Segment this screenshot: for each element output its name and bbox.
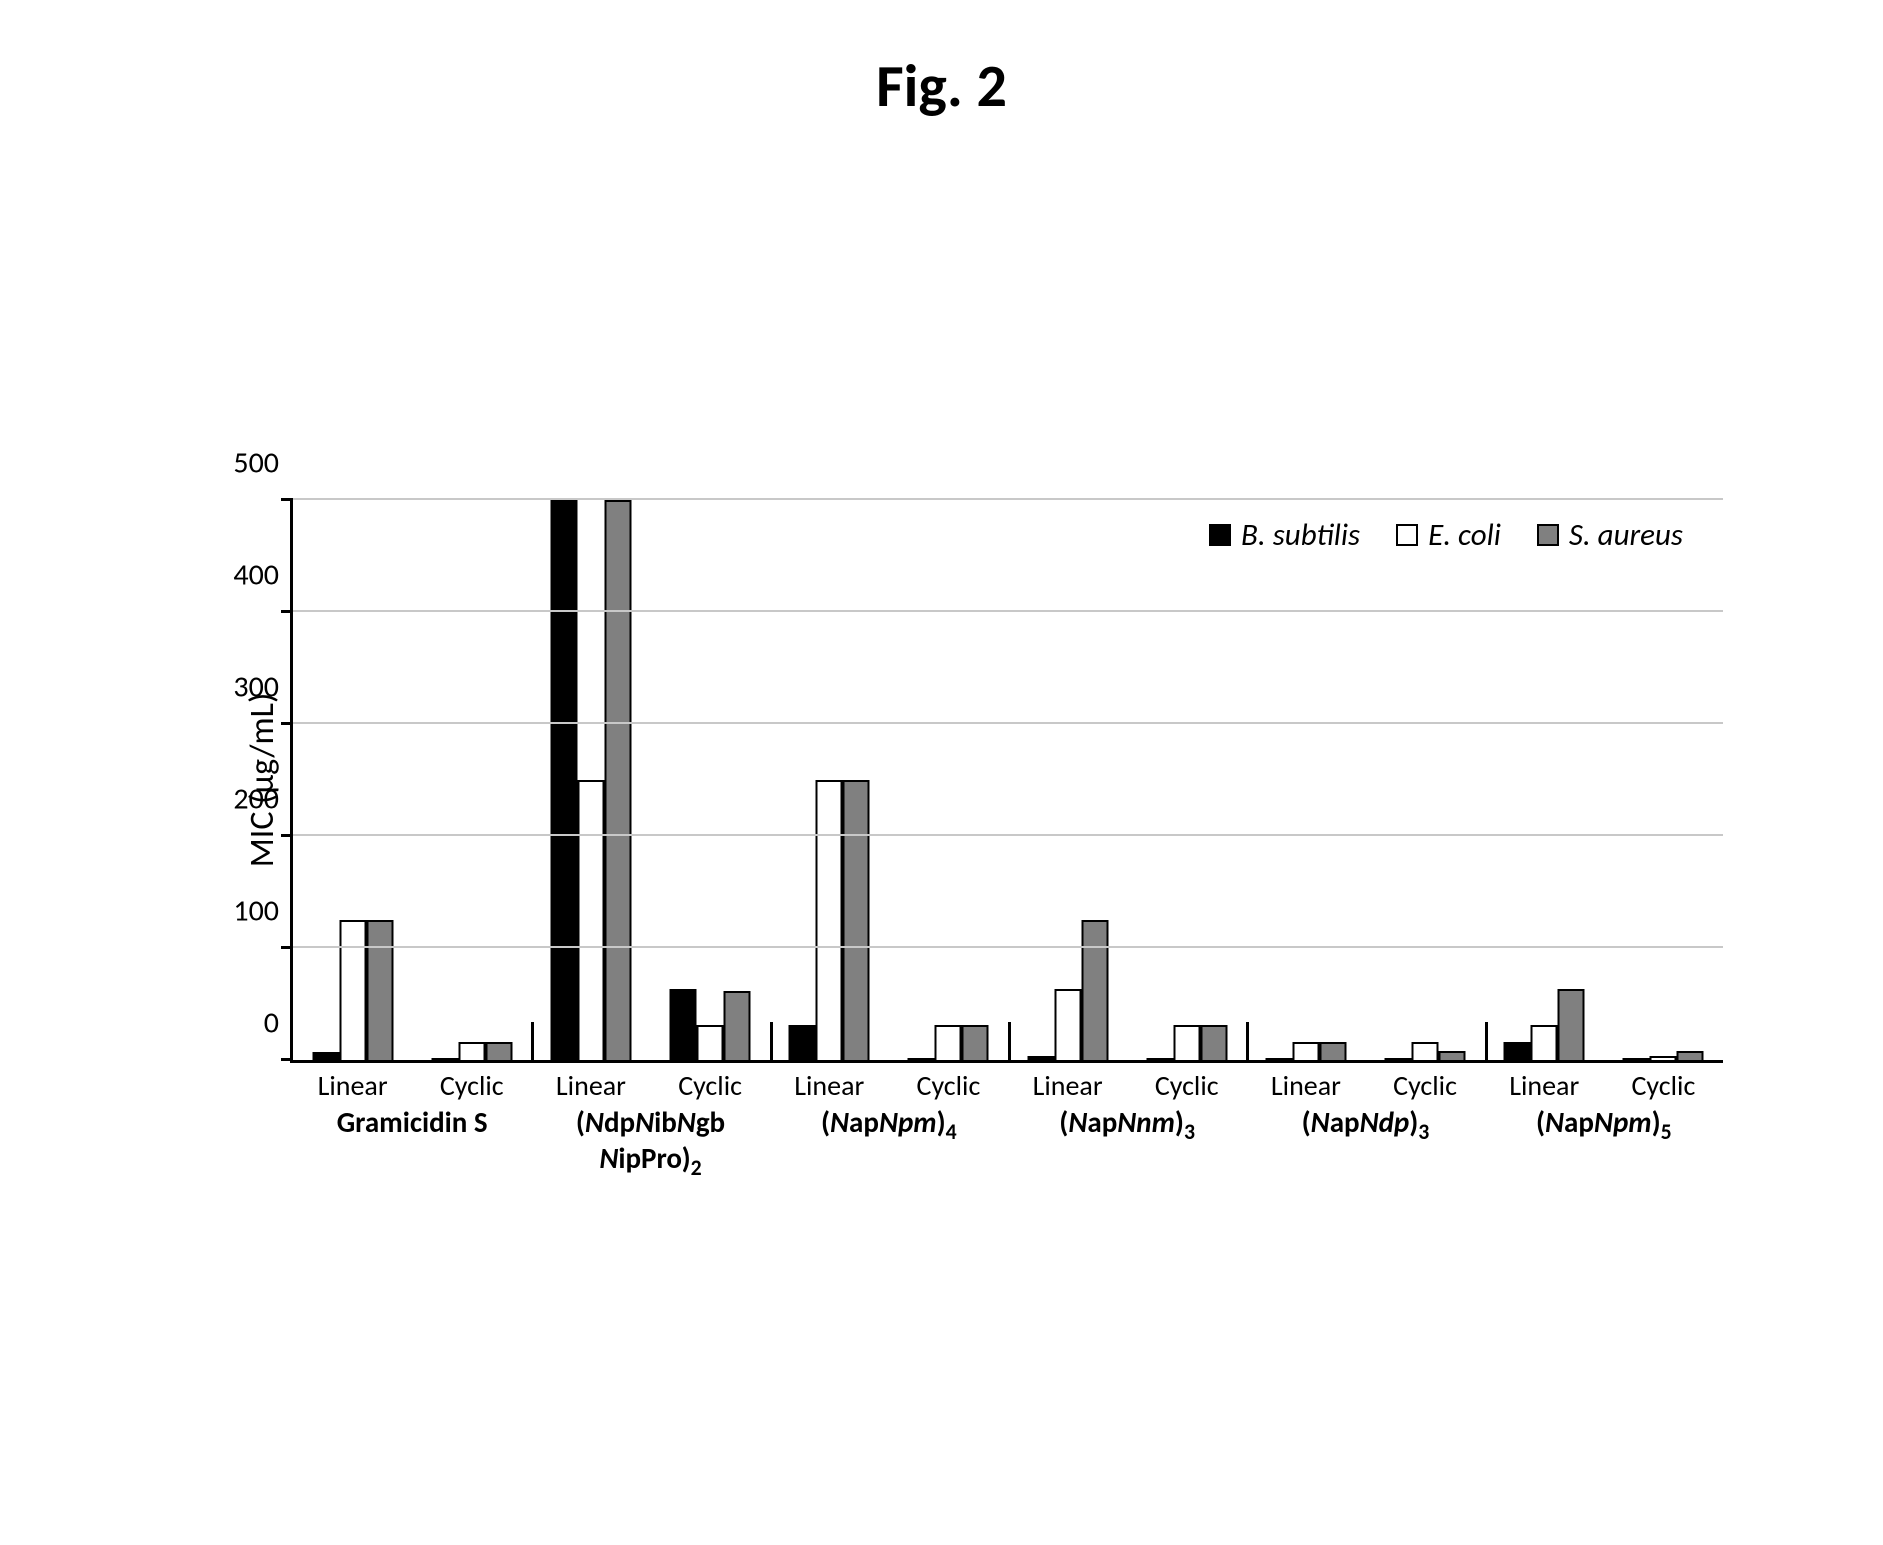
- group: LinearCyclic(NapNpm)5: [1485, 500, 1723, 1060]
- y-tick-label: 100: [233, 893, 293, 930]
- chart: MIC (µg/mL) B. subtilisE. coliS. aureus …: [140, 500, 1740, 1200]
- bar-cluster: [908, 500, 989, 1060]
- gridline: [293, 946, 1723, 948]
- group-label: (NapNpm)5: [1485, 1060, 1723, 1145]
- gridline: [293, 498, 1723, 500]
- group: LinearCyclic(NapNpm)4: [770, 500, 1008, 1060]
- gridline: [293, 610, 1723, 612]
- bar: [962, 1025, 989, 1060]
- y-tick-label: 200: [233, 781, 293, 818]
- y-tick-mark: [281, 946, 293, 949]
- bar-cluster: [312, 500, 393, 1060]
- bar: [1531, 1025, 1558, 1060]
- bar: [1200, 1025, 1227, 1060]
- y-tick-mark: [281, 610, 293, 613]
- bar: [1504, 1042, 1531, 1060]
- bar: [843, 780, 870, 1060]
- bar-cluster: [1504, 500, 1585, 1060]
- subgroup: Linear: [1246, 500, 1365, 1060]
- bar: [1677, 1051, 1704, 1060]
- bar: [1292, 1042, 1319, 1060]
- bar: [1412, 1042, 1439, 1060]
- bar: [1439, 1051, 1466, 1060]
- bar-cluster: [1623, 500, 1704, 1060]
- group-label: (NapNnm)3: [1008, 1060, 1246, 1145]
- y-tick-label: 500: [233, 445, 293, 482]
- y-tick-label: 0: [264, 1005, 293, 1042]
- bar: [550, 500, 577, 1060]
- bar: [604, 500, 631, 1060]
- group: LinearCyclic(NdpNibNgbNipPro)2: [531, 500, 769, 1060]
- bar: [670, 989, 697, 1060]
- bar: [339, 920, 366, 1060]
- bar: [935, 1025, 962, 1060]
- group-label: (NdpNibNgbNipPro)2: [531, 1060, 769, 1181]
- bar: [1054, 989, 1081, 1060]
- subgroup: Linear: [1485, 500, 1604, 1060]
- gridline: [293, 722, 1723, 724]
- group-label: (NapNpm)4: [770, 1060, 1008, 1145]
- subgroup: Linear: [531, 500, 650, 1060]
- subgroup: Cyclic: [651, 500, 770, 1060]
- subgroup: Cyclic: [1604, 500, 1723, 1060]
- group: LinearCyclicGramicidin S: [293, 500, 531, 1060]
- subgroups: LinearCyclic: [1246, 500, 1484, 1060]
- bar: [1319, 1042, 1346, 1060]
- group-label: Gramicidin S: [293, 1060, 531, 1140]
- subgroups: LinearCyclic: [293, 500, 531, 1060]
- subgroup: Cyclic: [1127, 500, 1246, 1060]
- subgroup: Cyclic: [1365, 500, 1484, 1060]
- bar-cluster: [1146, 500, 1227, 1060]
- bar: [697, 1025, 724, 1060]
- plot-area: B. subtilisE. coliS. aureus LinearCyclic…: [290, 500, 1723, 1063]
- bar: [312, 1052, 339, 1060]
- bar: [366, 920, 393, 1060]
- gridline: [293, 834, 1723, 836]
- subgroup: Cyclic: [889, 500, 1008, 1060]
- bar: [577, 780, 604, 1060]
- figure-title: Fig. 2: [0, 50, 1883, 123]
- bar-cluster: [550, 500, 631, 1060]
- bar: [1081, 920, 1108, 1060]
- bar-cluster: [670, 500, 751, 1060]
- bar: [1173, 1025, 1200, 1060]
- bar: [458, 1042, 485, 1060]
- subgroup: Linear: [293, 500, 412, 1060]
- bar-cluster: [1027, 500, 1108, 1060]
- group: LinearCyclic(NapNdp)3: [1246, 500, 1484, 1060]
- subgroup: Cyclic: [412, 500, 531, 1060]
- y-tick-mark: [281, 1058, 293, 1061]
- groups-container: LinearCyclicGramicidin SLinearCyclic(Ndp…: [293, 500, 1723, 1060]
- subgroups: LinearCyclic: [770, 500, 1008, 1060]
- y-tick-mark: [281, 722, 293, 725]
- bar: [724, 991, 751, 1060]
- subgroups: LinearCyclic: [1008, 500, 1246, 1060]
- group-label: (NapNdp)3: [1246, 1060, 1484, 1145]
- bar-cluster: [1385, 500, 1466, 1060]
- bar: [485, 1042, 512, 1060]
- bar: [789, 1025, 816, 1060]
- bar: [816, 780, 843, 1060]
- y-tick-label: 400: [233, 557, 293, 594]
- subgroup: Linear: [1008, 500, 1127, 1060]
- subgroups: LinearCyclic: [531, 500, 769, 1060]
- y-tick-mark: [281, 498, 293, 501]
- bar: [1558, 989, 1585, 1060]
- bar-cluster: [789, 500, 870, 1060]
- bar-cluster: [1265, 500, 1346, 1060]
- group: LinearCyclic(NapNnm)3: [1008, 500, 1246, 1060]
- subgroup: Linear: [770, 500, 889, 1060]
- y-tick-mark: [281, 834, 293, 837]
- y-tick-label: 300: [233, 669, 293, 706]
- subgroups: LinearCyclic: [1485, 500, 1723, 1060]
- bar-cluster: [431, 500, 512, 1060]
